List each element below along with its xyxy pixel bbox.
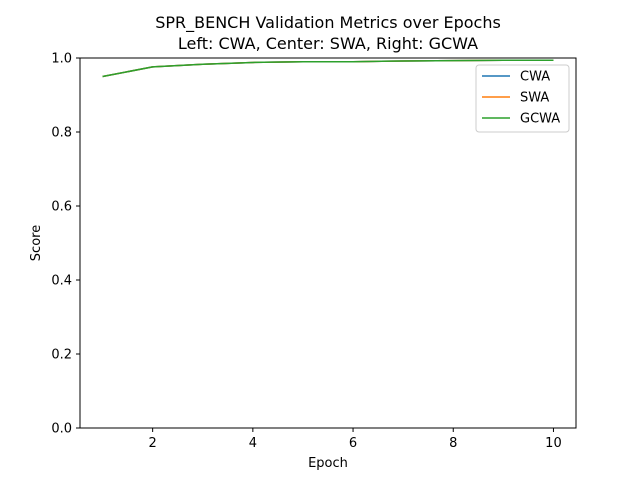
x-tick-label: 8: [449, 436, 457, 451]
x-tick-label: 6: [349, 436, 357, 451]
chart-title: SPR_BENCH Validation Metrics over Epochs: [155, 13, 501, 33]
y-axis-label: Score: [29, 225, 44, 261]
y-tick-label: 0.8: [51, 126, 72, 141]
legend-label-cwa: CWA: [520, 70, 550, 85]
y-axis-ticks: 0.0 0.2 0.4 0.6 0.8 1.0: [51, 52, 80, 437]
x-tick-label: 10: [545, 436, 562, 451]
legend-label-gcwa: GCWA: [520, 112, 560, 127]
chart-subtitle: Left: CWA, Center: SWA, Right: GCWA: [178, 34, 478, 53]
x-tick-label: 4: [249, 436, 257, 451]
y-tick-label: 0.2: [51, 348, 72, 363]
y-tick-label: 0.4: [51, 274, 72, 289]
plot-area-frame: [79, 57, 577, 429]
x-axis-ticks: 2 4 6 8 10: [149, 428, 562, 451]
y-tick-label: 0.0: [51, 422, 72, 437]
legend-label-swa: SWA: [520, 91, 549, 106]
legend: CWA SWA GCWA: [475, 64, 570, 133]
x-axis-label: Epoch: [308, 456, 348, 471]
y-tick-label: 0.6: [51, 200, 72, 215]
plot-lines: [102, 59, 554, 78]
legend-frame: [475, 64, 570, 133]
series-line-gcwa: [102, 59, 554, 78]
y-tick-label: 1.0: [51, 52, 72, 67]
x-tick-label: 2: [149, 436, 157, 451]
